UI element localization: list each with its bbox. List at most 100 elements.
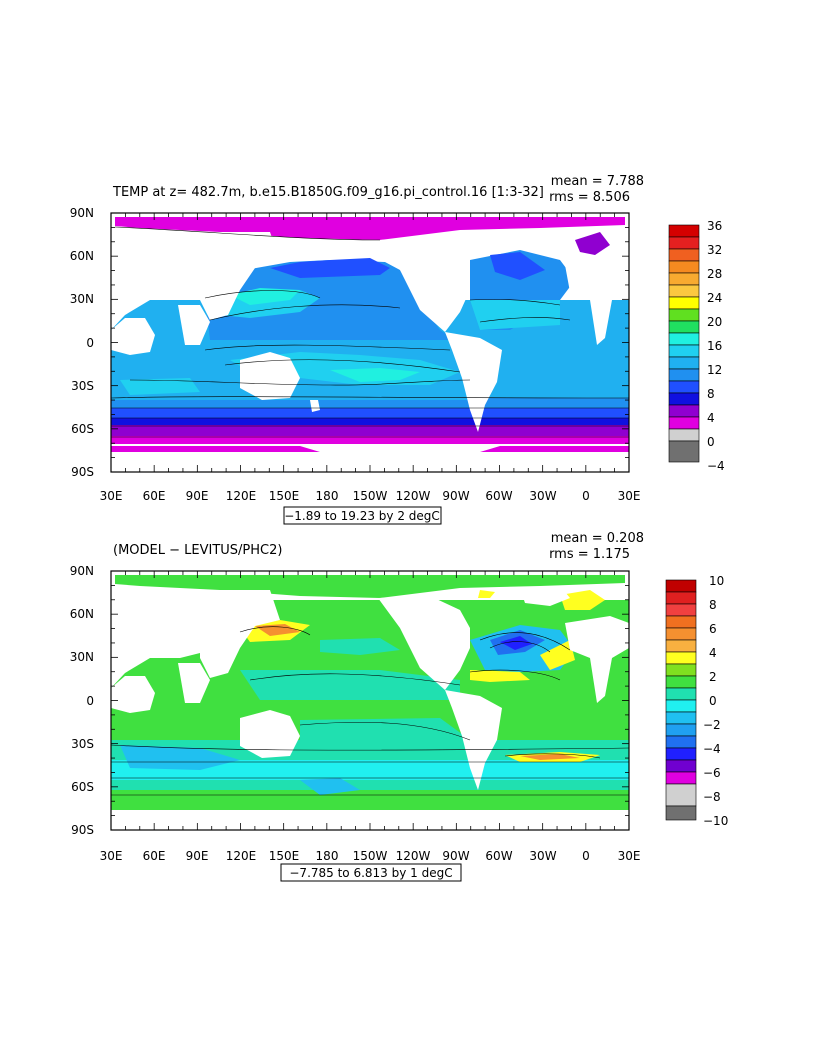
top-cb-box-8 bbox=[668, 320, 700, 334]
top-cb-label-8: 4 bbox=[707, 411, 715, 425]
bottom-rms-stat: rms = 1.175 bbox=[549, 547, 630, 562]
top-cb-box-10 bbox=[668, 344, 700, 358]
bottom-cb-label-1: 8 bbox=[709, 598, 717, 612]
axis-ticks bbox=[110, 212, 630, 831]
bottom-lat-label-90n: 90N bbox=[70, 564, 94, 578]
bottom-lon-label-0: 0 bbox=[582, 849, 590, 863]
bottom-cb-box-2 bbox=[665, 603, 697, 617]
top-cb-box-6 bbox=[668, 296, 700, 310]
top-cb-box-3 bbox=[668, 260, 700, 274]
top-lon-label-120w: 120W bbox=[396, 489, 431, 503]
top-cb-label-6: 12 bbox=[707, 363, 722, 377]
top-map-field bbox=[111, 213, 629, 472]
top-lon-label-0: 0 bbox=[582, 489, 590, 503]
top-colorbar: 36 32 28 24 20 16 12 8 4 0 −4 bbox=[668, 219, 725, 473]
bottom-cb-label-6: −2 bbox=[703, 718, 721, 732]
top-range-box bbox=[283, 506, 442, 525]
top-lat-label-90s: 90S bbox=[71, 465, 94, 479]
top-cb-box-4 bbox=[668, 272, 700, 286]
bottom-cb-box-10 bbox=[665, 699, 697, 713]
bottom-cb-box-6 bbox=[665, 651, 697, 665]
top-cb-label-2: 28 bbox=[707, 267, 722, 281]
top-cb-label-7: 8 bbox=[707, 387, 715, 401]
bottom-cb-box-16 bbox=[665, 771, 697, 785]
bottom-lat-label-90s: 90S bbox=[71, 823, 94, 837]
bottom-cb-box-14 bbox=[665, 747, 697, 761]
bottom-lat-label-60n: 60N bbox=[70, 607, 94, 621]
top-cb-box-0 bbox=[668, 224, 700, 238]
bottom-cb-label-3: 4 bbox=[709, 646, 717, 660]
bottom-cb-box-15 bbox=[665, 759, 697, 773]
bottom-lon-label-60e: 60E bbox=[143, 849, 166, 863]
top-cb-box-17 bbox=[668, 428, 700, 442]
bottom-cb-label-9: −8 bbox=[703, 790, 721, 804]
bottom-cb-box-1 bbox=[665, 591, 697, 605]
bottom-colorbar-boxes bbox=[665, 579, 697, 821]
bottom-lon-label-30w: 30W bbox=[529, 849, 556, 863]
top-lon-label-30e-right: 30E bbox=[618, 489, 641, 503]
top-lon-label-60e: 60E bbox=[143, 489, 166, 503]
top-lon-label-90w: 90W bbox=[442, 489, 469, 503]
bottom-cb-label-2: 6 bbox=[709, 622, 717, 636]
top-cb-box-7 bbox=[668, 308, 700, 322]
bottom-lon-label-120w: 120W bbox=[396, 849, 431, 863]
top-cb-label-9: 0 bbox=[707, 435, 715, 449]
top-cb-box-2 bbox=[668, 248, 700, 262]
top-cb-box-5 bbox=[668, 284, 700, 298]
bottom-lon-label-30e-right: 30E bbox=[618, 849, 641, 863]
top-lat-label-60s: 60S bbox=[71, 422, 94, 436]
top-lat-label-60n: 60N bbox=[70, 249, 94, 263]
bottom-cb-box-5 bbox=[665, 639, 697, 653]
bottom-cb-label-0: 10 bbox=[709, 574, 724, 588]
top-cb-label-10: −4 bbox=[707, 459, 725, 473]
bottom-mean-stat: mean = 0.208 bbox=[551, 531, 644, 546]
top-panel-title: TEMP at z= 482.7m, b.e15.B1850G.f09_g16.… bbox=[112, 185, 544, 200]
top-lat-label-30s: 30S bbox=[71, 379, 94, 393]
bottom-lon-label-150w: 150W bbox=[353, 849, 388, 863]
top-lon-label-150w: 150W bbox=[353, 489, 388, 503]
top-cb-box-13 bbox=[668, 380, 700, 394]
bottom-panel: (MODEL − LEVITUS/PHC2) mean = 0.208 rms … bbox=[70, 531, 728, 882]
top-cb-box-16 bbox=[668, 416, 700, 430]
top-cb-box-15 bbox=[668, 404, 700, 418]
bottom-cb-label-4: 2 bbox=[709, 670, 717, 684]
bottom-lat-label-0: 0 bbox=[86, 694, 94, 708]
top-lon-label-30w: 30W bbox=[529, 489, 556, 503]
top-lat-label-30n: 30N bbox=[70, 292, 94, 306]
bottom-range-box bbox=[280, 863, 462, 882]
top-mean-stat: mean = 7.788 bbox=[551, 174, 644, 189]
top-cb-box-14 bbox=[668, 392, 700, 406]
top-cb-label-4: 20 bbox=[707, 315, 722, 329]
bottom-lon-label-90e: 90E bbox=[186, 849, 209, 863]
top-colorbar-boxes bbox=[668, 224, 700, 463]
bottom-cb-box-3 bbox=[665, 615, 697, 629]
top-cb-label-0: 36 bbox=[707, 219, 722, 233]
top-cb-label-5: 16 bbox=[707, 339, 722, 353]
top-range-label: −1.89 to 19.23 by 2 degC bbox=[284, 509, 440, 523]
bottom-cb-box-11 bbox=[665, 711, 697, 725]
bottom-lon-label-60w: 60W bbox=[485, 849, 512, 863]
top-cb-box-12 bbox=[668, 368, 700, 382]
bottom-lon-label-120e: 120E bbox=[226, 849, 257, 863]
bottom-cb-box-18 bbox=[665, 805, 697, 821]
bottom-lon-label-150e: 150E bbox=[269, 849, 300, 863]
bottom-cb-box-4 bbox=[665, 627, 697, 641]
top-lon-label-30e: 30E bbox=[100, 489, 123, 503]
bottom-map-field bbox=[111, 571, 629, 830]
bottom-cb-box-12 bbox=[665, 723, 697, 737]
top-cb-box-11 bbox=[668, 356, 700, 370]
top-cb-label-1: 32 bbox=[707, 243, 722, 257]
bottom-colorbar: 10 8 6 4 2 0 −2 −4 −6 −8 −10 bbox=[665, 574, 728, 828]
top-panel: TEMP at z= 482.7m, b.e15.B1850G.f09_g16.… bbox=[70, 174, 725, 525]
top-rms-stat: rms = 8.506 bbox=[549, 190, 630, 205]
bottom-cb-box-9 bbox=[665, 687, 697, 701]
bottom-cb-box-7 bbox=[665, 663, 697, 677]
top-cb-label-3: 24 bbox=[707, 291, 722, 305]
bottom-axes: 90N 60N 30N 0 30S 60S 90S 30E 60E 90E 12… bbox=[70, 564, 641, 882]
top-cb-box-1 bbox=[668, 236, 700, 250]
top-lat-label-0: 0 bbox=[86, 336, 94, 350]
top-lon-label-60w: 60W bbox=[485, 489, 512, 503]
bottom-lon-label-180: 180 bbox=[316, 849, 339, 863]
bottom-lon-label-90w: 90W bbox=[442, 849, 469, 863]
